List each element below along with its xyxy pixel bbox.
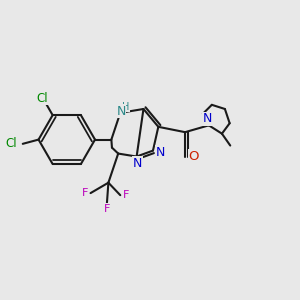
Text: Cl: Cl xyxy=(5,137,17,150)
Text: F: F xyxy=(104,204,110,214)
Text: H: H xyxy=(122,102,129,112)
Text: F: F xyxy=(122,190,129,200)
Text: N: N xyxy=(203,112,212,125)
Text: F: F xyxy=(82,188,88,198)
Text: O: O xyxy=(189,150,199,163)
Text: N: N xyxy=(133,157,142,169)
Text: N: N xyxy=(116,105,126,118)
Text: N: N xyxy=(156,146,165,159)
Text: Cl: Cl xyxy=(36,92,48,104)
